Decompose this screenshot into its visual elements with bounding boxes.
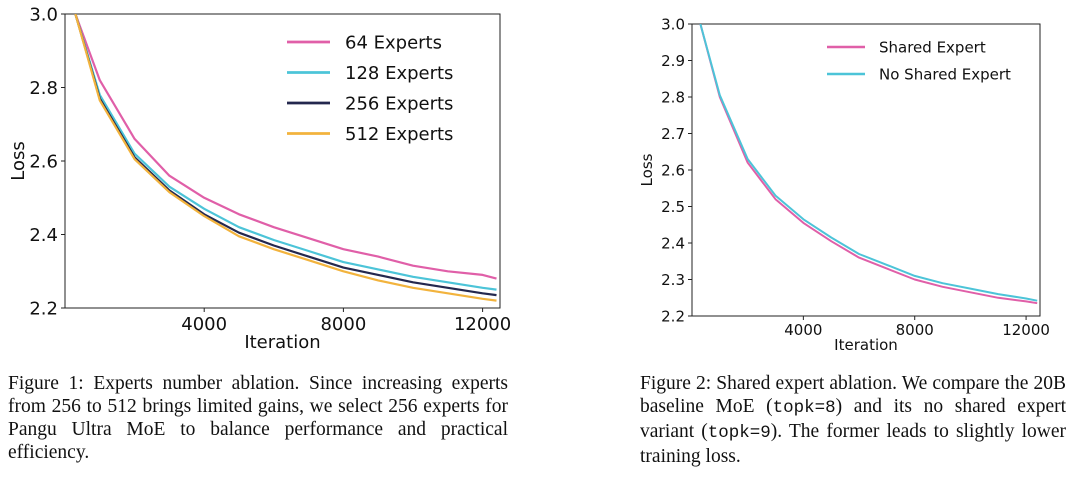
y-tick-label: 2.8 [29, 78, 58, 99]
x-axis-label: Iteration [244, 332, 320, 353]
figure2-caption-code2: topk=9 [707, 423, 771, 443]
figure1-caption: Figure 1: Experts number ablation. Since… [8, 373, 508, 463]
y-tick-label: 2.4 [29, 225, 58, 246]
x-tick-label: 8000 [896, 321, 934, 339]
legend-label: 256 Experts [345, 93, 453, 114]
legend-label: 512 Experts [345, 124, 453, 145]
figure2-caption-code1: topk=8 [772, 398, 836, 418]
y-tick-label: 2.3 [661, 271, 685, 289]
legend-label: 128 Experts [345, 63, 453, 84]
series-line-shared-expert [699, 24, 1038, 305]
legend-label: 64 Experts [345, 32, 442, 53]
y-tick-label: 2.4 [661, 234, 685, 252]
figure2-caption-part3: ). The former leads to slightly lower tr… [640, 421, 1066, 467]
y-tick-label: 2.5 [661, 198, 685, 216]
y-tick-label: 2.2 [29, 298, 58, 319]
shared-expert-ablation-chart: 2.2 2.3 2.4 2.5 2.6 2.7 2.8 2.9 3.0 4000 8000 12000… [638, 15, 1050, 354]
legend-label: No Shared Expert [879, 65, 1011, 83]
x-tick-label: 12000 [454, 314, 511, 335]
y-axis-label: Loss [638, 153, 656, 186]
y-tick-label: 3.0 [661, 15, 685, 33]
y-tick-label: 2.6 [29, 151, 58, 172]
experts-ablation-chart: 2.2 2.4 2.6 2.8 3.0 4000 8000 12000 Iteration Los… [8, 4, 511, 353]
x-axis-label: Iteration [834, 336, 898, 354]
x-tick-label: 8000 [320, 314, 366, 335]
plot-frame [64, 13, 501, 309]
series-line-128-experts [74, 14, 497, 291]
x-tick-label: 4000 [784, 321, 822, 339]
legend-label: Shared Expert [879, 38, 986, 56]
series-line-no-shared-expert [699, 24, 1038, 302]
figure2-caption-part1: Figure 2: Shared expert ablation. We com… [640, 373, 1066, 417]
figure2-caption-part2: ) and its no shared expert variant ( [640, 396, 1067, 442]
y-tick-label: 2.8 [661, 88, 685, 106]
series-line-256-experts [74, 14, 497, 297]
y-tick-label: 3.0 [29, 4, 58, 25]
y-axis-label: Loss [8, 141, 29, 180]
y-tick-label: 2.9 [661, 52, 685, 70]
x-tick-label: 4000 [181, 314, 227, 335]
series-line-512-experts [74, 14, 497, 302]
y-tick-label: 2.7 [661, 125, 685, 143]
x-tick-label: 12000 [1002, 321, 1050, 339]
figure2-caption: Figure 2: Shared expert ablation. We com… [640, 372, 1066, 468]
y-tick-label: 2.2 [661, 307, 685, 325]
y-tick-label: 2.6 [661, 161, 685, 179]
series-line-64-experts [74, 14, 497, 280]
